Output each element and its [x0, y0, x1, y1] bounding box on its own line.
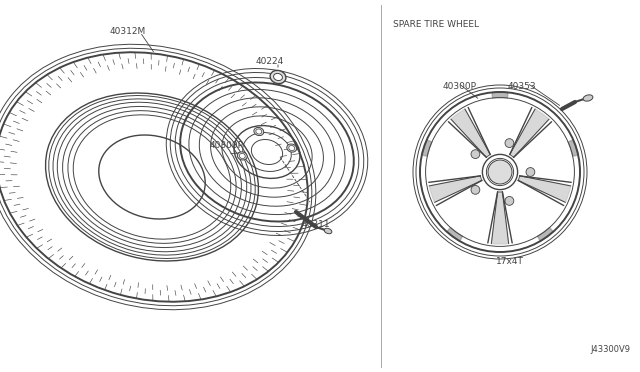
Text: 40224: 40224	[256, 57, 284, 66]
Polygon shape	[451, 109, 490, 157]
Text: 40311: 40311	[302, 220, 331, 229]
Text: J43300V9: J43300V9	[590, 345, 630, 354]
Circle shape	[505, 139, 514, 147]
Ellipse shape	[237, 152, 247, 160]
Ellipse shape	[583, 95, 593, 101]
Text: 40353: 40353	[508, 82, 536, 91]
Circle shape	[488, 160, 512, 184]
Ellipse shape	[289, 145, 294, 151]
Polygon shape	[447, 228, 463, 241]
Ellipse shape	[273, 73, 282, 81]
Text: 17x4T: 17x4T	[496, 257, 524, 266]
Polygon shape	[422, 140, 432, 156]
Ellipse shape	[256, 129, 262, 134]
Polygon shape	[538, 228, 553, 241]
Circle shape	[471, 186, 480, 194]
Text: 40300P: 40300P	[210, 141, 244, 150]
Text: 40300P: 40300P	[443, 82, 477, 91]
Polygon shape	[492, 192, 509, 244]
Polygon shape	[568, 140, 578, 156]
Polygon shape	[518, 176, 571, 202]
Polygon shape	[509, 109, 549, 157]
Polygon shape	[492, 92, 508, 98]
Ellipse shape	[324, 228, 332, 234]
Polygon shape	[429, 176, 482, 202]
Ellipse shape	[287, 144, 297, 152]
Text: 40312M: 40312M	[110, 27, 147, 36]
Text: SPARE TIRE WHEEL: SPARE TIRE WHEEL	[393, 20, 479, 29]
Ellipse shape	[254, 128, 264, 135]
Circle shape	[505, 196, 514, 205]
Ellipse shape	[239, 153, 245, 158]
Circle shape	[526, 168, 535, 176]
Ellipse shape	[270, 70, 286, 84]
Circle shape	[471, 150, 480, 158]
